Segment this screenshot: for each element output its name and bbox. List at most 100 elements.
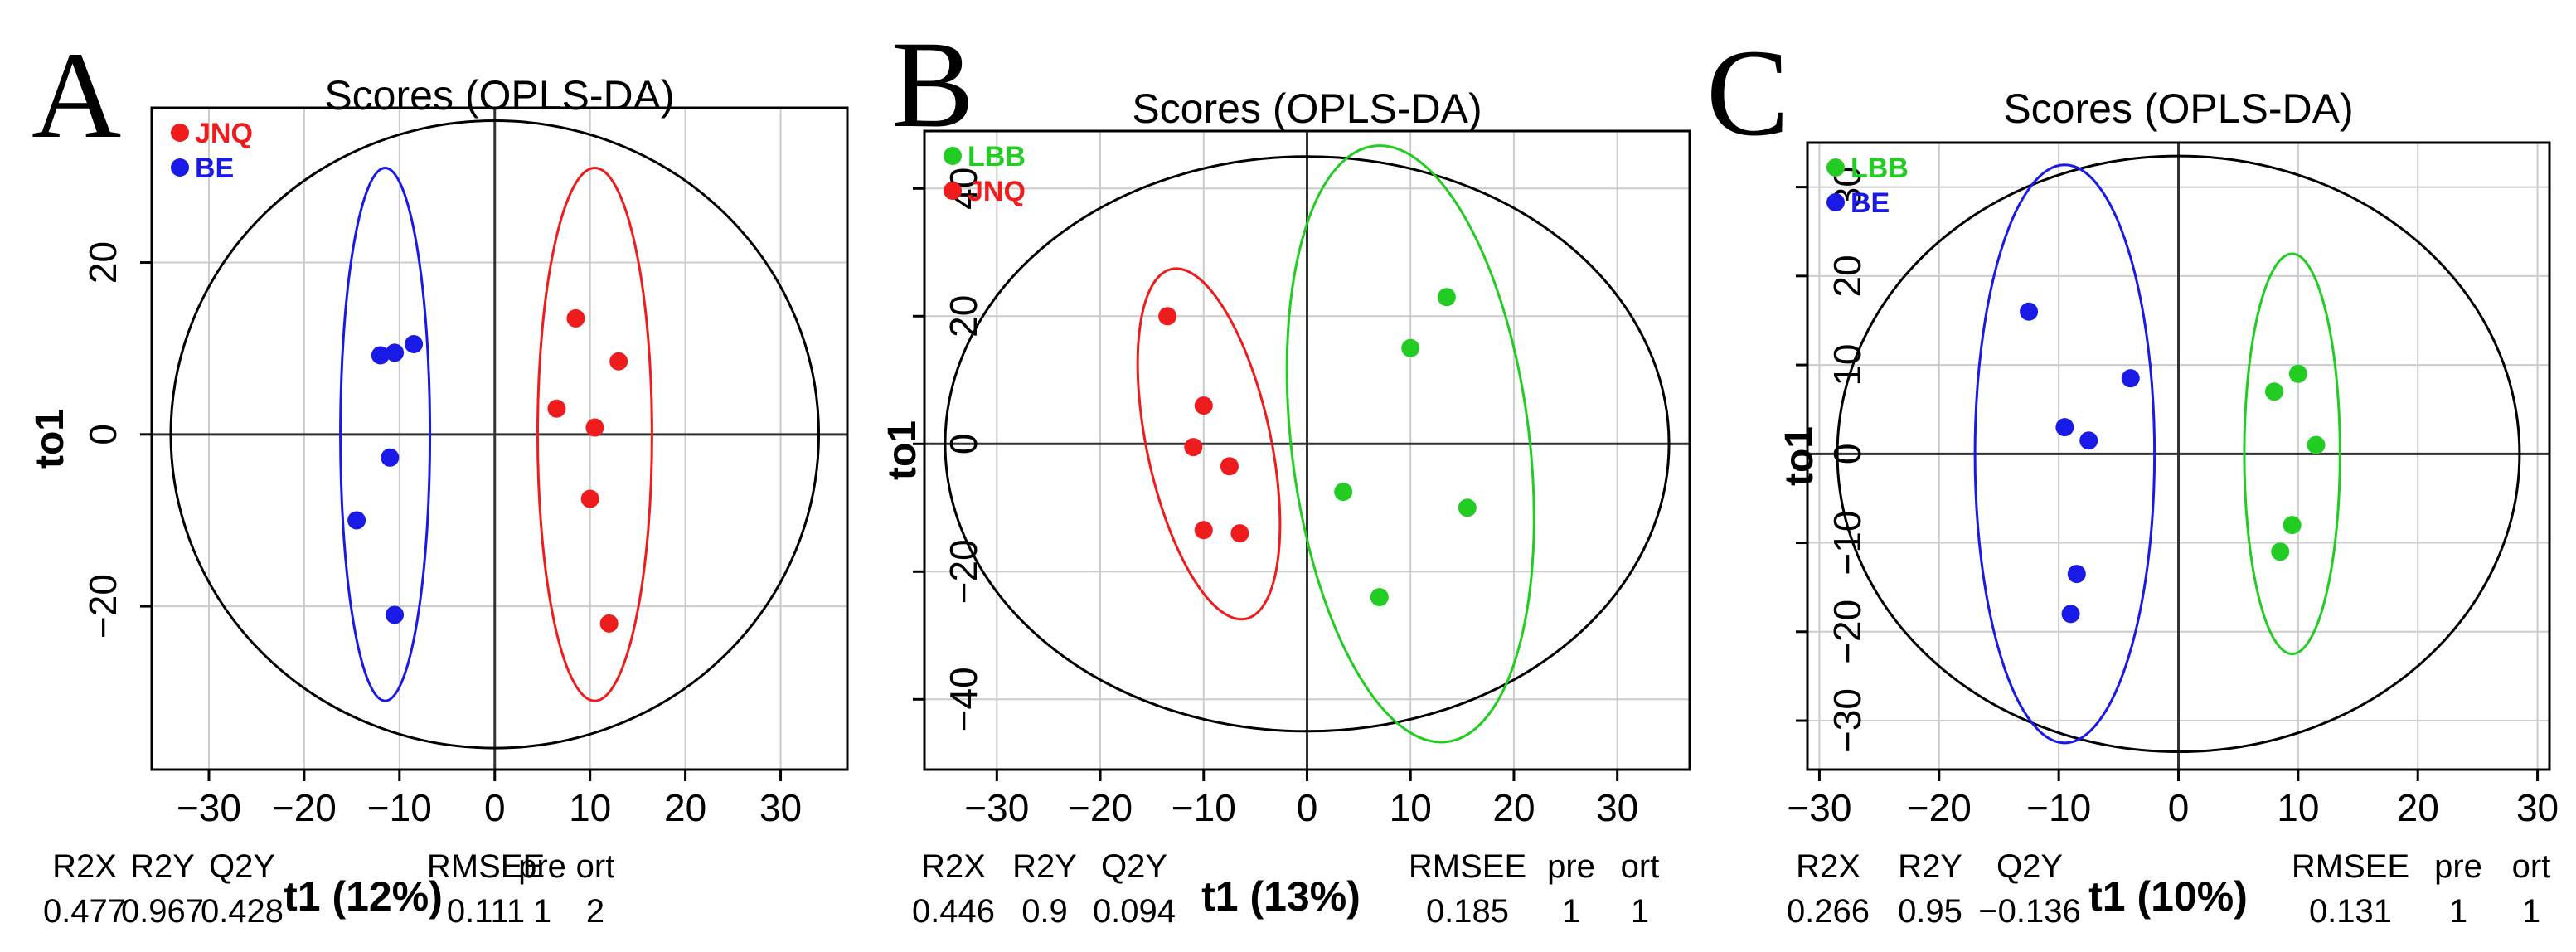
legend-label-lbb: LBB bbox=[968, 141, 1026, 172]
data-point-be bbox=[347, 511, 366, 530]
stat-value-ort: 1 bbox=[2522, 893, 2540, 930]
chart-title: Scores (OPLS-DA) bbox=[2003, 85, 2353, 132]
plot-frame bbox=[150, 106, 849, 771]
y-axis-label: to1 bbox=[880, 420, 924, 480]
legend-label-jnq: JNQ bbox=[195, 118, 253, 149]
data-point-be bbox=[386, 343, 405, 362]
stat-value-pre: 1 bbox=[2449, 893, 2467, 930]
y-tick-label: −10 bbox=[1826, 511, 1869, 576]
data-point-jnq bbox=[1220, 457, 1239, 476]
panel-letter: C bbox=[1706, 24, 1789, 162]
data-point-jnq bbox=[585, 418, 604, 437]
stat-value-pre: 1 bbox=[1562, 893, 1580, 930]
group-ellipse-jnq bbox=[536, 167, 653, 702]
data-point-be bbox=[2055, 418, 2074, 437]
x-tick-label: 10 bbox=[1390, 786, 1432, 829]
y-tick-label: −40 bbox=[942, 667, 985, 731]
stat-header-rmsee: RMSEE bbox=[1409, 848, 1526, 885]
data-point-lbb bbox=[2271, 542, 2290, 561]
data-point-be bbox=[371, 346, 390, 365]
stat-header-ort: ort bbox=[1621, 848, 1660, 885]
y-tick-label: −30 bbox=[1826, 688, 1869, 753]
stat-value-rmsee: 0.131 bbox=[2309, 893, 2392, 930]
stat-value-q2y: 0.094 bbox=[1093, 893, 1176, 930]
data-point-lbb bbox=[1401, 338, 1420, 357]
y-tick-label: −20 bbox=[1826, 600, 1869, 664]
data-point-jnq bbox=[599, 614, 619, 633]
data-point-jnq bbox=[609, 352, 628, 371]
stat-value-pre: 1 bbox=[533, 893, 551, 930]
x-tick-label: −20 bbox=[1068, 786, 1133, 829]
legend-marker-be bbox=[171, 158, 189, 177]
y-tick-label: 0 bbox=[942, 434, 985, 455]
stat-header-ort: ort bbox=[2512, 848, 2551, 885]
data-point-lbb bbox=[2307, 435, 2326, 454]
stat-header-r2y: R2Y bbox=[1898, 848, 1962, 885]
data-point-be bbox=[2067, 565, 2086, 584]
data-point-be bbox=[2020, 302, 2039, 321]
legend-marker-jnq bbox=[171, 124, 189, 142]
data-point-jnq bbox=[1158, 307, 1177, 326]
data-point-lbb bbox=[2288, 364, 2307, 383]
stat-header-r2x: R2X bbox=[52, 848, 117, 885]
y-axis-label: to1 bbox=[28, 409, 72, 469]
stat-header-r2x: R2X bbox=[921, 848, 986, 885]
y-tick-label: 20 bbox=[81, 241, 124, 284]
legend-label-jnq: JNQ bbox=[968, 176, 1026, 207]
panel-a: A Scores (OPLS-DA) −30 −20 −10 0 10 20 30 −20 0 20 t… bbox=[28, 27, 849, 930]
x-tick-label: −10 bbox=[2026, 786, 2091, 829]
legend-marker-lbb bbox=[1826, 158, 1845, 177]
legend-marker-jnq bbox=[944, 182, 962, 200]
legend-label-lbb: LBB bbox=[1851, 153, 1909, 184]
hotelling-ellipse bbox=[169, 119, 821, 750]
legend-marker-lbb bbox=[944, 147, 962, 165]
stat-header-ort: ort bbox=[576, 848, 615, 885]
data-point-jnq bbox=[1194, 396, 1213, 415]
x-tick-label: −30 bbox=[1787, 786, 1851, 829]
y-tick-label: −20 bbox=[942, 539, 985, 604]
data-point-be bbox=[2121, 369, 2140, 388]
y-tick-label: 0 bbox=[1826, 444, 1869, 465]
data-point-be bbox=[381, 448, 400, 467]
chart-title: Scores (OPLS-DA) bbox=[1132, 85, 1482, 132]
legend-label-be: BE bbox=[1851, 187, 1890, 219]
stat-value-q2y: −0.136 bbox=[1978, 893, 2080, 930]
stat-header-r2y: R2Y bbox=[130, 848, 195, 885]
stat-value-r2y: 0.9 bbox=[1021, 893, 1068, 930]
chart-title: Scores (OPLS-DA) bbox=[324, 72, 674, 119]
data-point-lbb bbox=[1437, 288, 1456, 307]
x-tick-label: 30 bbox=[759, 786, 802, 829]
x-tick-label: 20 bbox=[664, 786, 706, 829]
data-point-be bbox=[2079, 431, 2098, 450]
data-point-be bbox=[405, 335, 424, 353]
group-ellipse-be bbox=[1973, 163, 2156, 745]
stat-value-r2x: 0.446 bbox=[912, 893, 995, 930]
x-tick-label: 10 bbox=[569, 786, 611, 829]
stat-header-r2y: R2Y bbox=[1012, 848, 1077, 885]
group-ellipse-jnq bbox=[1136, 267, 1282, 621]
stat-value-r2x: 0.266 bbox=[1787, 893, 1870, 930]
stat-value-ort: 2 bbox=[586, 893, 604, 930]
legend-marker-be bbox=[1826, 193, 1845, 211]
x-tick-label: 0 bbox=[1297, 786, 1318, 829]
x-tick-label: 20 bbox=[2397, 786, 2439, 829]
stat-value-r2y: 0.967 bbox=[121, 893, 204, 930]
y-tick-label: 20 bbox=[942, 295, 985, 338]
x-axis-label: t1 (13%) bbox=[1201, 873, 1361, 920]
stat-header-q2y: Q2Y bbox=[1101, 848, 1167, 885]
data-point-jnq bbox=[566, 308, 585, 328]
stat-value-ort: 1 bbox=[1631, 893, 1649, 930]
stat-header-q2y: Q2Y bbox=[209, 848, 275, 885]
data-point-jnq bbox=[1194, 521, 1213, 540]
x-axis-label: t1 (10%) bbox=[2088, 873, 2248, 920]
legend-label-be: BE bbox=[195, 153, 234, 184]
hotelling-ellipse bbox=[1836, 154, 2521, 754]
data-point-lbb bbox=[2264, 382, 2283, 401]
data-point-jnq bbox=[580, 489, 599, 508]
panel-b: B Scores (OPLS-DA)−30 −20 −10 0 10 20 30−40−200… bbox=[880, 16, 1691, 930]
stat-header-pre: pre bbox=[518, 848, 566, 885]
x-tick-label: −10 bbox=[367, 786, 432, 829]
x-tick-label: −20 bbox=[1907, 786, 1972, 829]
x-tick-label: −10 bbox=[1172, 786, 1236, 829]
